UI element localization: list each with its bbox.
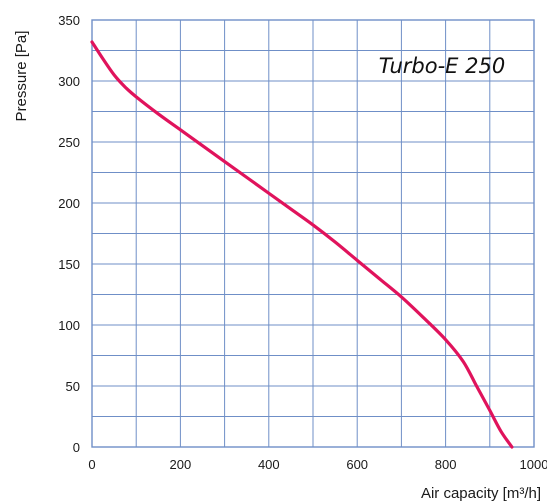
y-tick-label: 0: [73, 440, 80, 455]
x-tick-label: 400: [258, 457, 280, 472]
grid: [92, 20, 534, 447]
x-axis-label: Air capacity [m³/h]: [421, 485, 541, 502]
y-tick-label: 50: [66, 379, 80, 394]
pressure-curve: [90, 40, 514, 449]
x-tick-label: 1000: [520, 457, 547, 472]
y-tick-label: 200: [58, 196, 80, 211]
plot-frame: [91, 19, 535, 448]
y-tick-label: 100: [58, 318, 80, 333]
y-axis-label: Pressure [Pa]: [13, 31, 30, 122]
x-tick-label: 600: [346, 457, 368, 472]
y-tick-label: 300: [58, 74, 80, 89]
chart-title: Turbo-E 250: [379, 54, 505, 78]
x-tick-labels: 0 200 400 600 800 1000: [88, 457, 547, 472]
x-tick-label: 0: [88, 457, 95, 472]
y-tick-label: 150: [58, 257, 80, 272]
y-tick-labels: 0 50 100 150 200 250 300 350: [58, 13, 80, 455]
x-tick-label: 200: [170, 457, 192, 472]
y-tick-label: 250: [58, 135, 80, 150]
x-tick-label: 800: [435, 457, 457, 472]
y-tick-label: 350: [58, 13, 80, 28]
